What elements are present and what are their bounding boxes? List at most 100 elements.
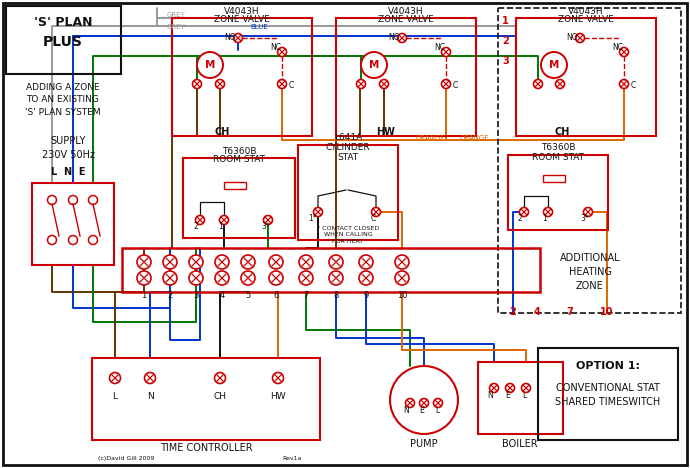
Text: C: C xyxy=(371,214,375,223)
Text: 'S' PLAN: 'S' PLAN xyxy=(34,15,92,29)
Text: NO: NO xyxy=(388,32,400,42)
Circle shape xyxy=(215,271,229,285)
Bar xyxy=(183,158,295,238)
Circle shape xyxy=(620,47,629,57)
Text: ZONE VALVE: ZONE VALVE xyxy=(214,15,270,23)
Circle shape xyxy=(110,373,121,383)
Text: NO: NO xyxy=(224,32,235,42)
Circle shape xyxy=(299,255,313,269)
Circle shape xyxy=(299,271,313,285)
Bar xyxy=(508,155,608,230)
Circle shape xyxy=(241,255,255,269)
Text: V4043H: V4043H xyxy=(568,7,604,15)
Text: 2: 2 xyxy=(510,307,516,317)
Circle shape xyxy=(359,271,373,285)
Text: L641A: L641A xyxy=(334,133,362,142)
Circle shape xyxy=(359,255,373,269)
Text: PUMP: PUMP xyxy=(410,439,438,449)
Circle shape xyxy=(215,80,224,88)
Circle shape xyxy=(88,196,97,205)
Circle shape xyxy=(233,34,242,43)
Text: 7: 7 xyxy=(304,291,308,300)
Text: Rev1a: Rev1a xyxy=(282,456,302,461)
Text: 2: 2 xyxy=(168,291,172,300)
Text: NO: NO xyxy=(566,32,578,42)
Text: 5: 5 xyxy=(246,291,250,300)
Text: ROOM STAT: ROOM STAT xyxy=(532,154,584,162)
Circle shape xyxy=(193,80,201,88)
Circle shape xyxy=(137,255,151,269)
Text: ROOM STAT: ROOM STAT xyxy=(213,155,265,164)
Circle shape xyxy=(555,80,564,88)
Text: 10: 10 xyxy=(600,307,613,317)
Circle shape xyxy=(189,255,203,269)
Text: 4: 4 xyxy=(533,307,540,317)
Circle shape xyxy=(269,255,283,269)
Circle shape xyxy=(277,80,286,88)
Circle shape xyxy=(329,271,343,285)
Text: E: E xyxy=(506,391,511,400)
Circle shape xyxy=(273,373,284,383)
Text: 3: 3 xyxy=(502,56,509,66)
Bar xyxy=(543,175,565,182)
Text: ZONE VALVE: ZONE VALVE xyxy=(558,15,614,23)
Text: CH: CH xyxy=(215,127,230,137)
Circle shape xyxy=(68,196,77,205)
Text: HW: HW xyxy=(270,392,286,401)
Circle shape xyxy=(397,34,406,43)
Text: M: M xyxy=(205,60,215,70)
Text: * CONTACT CLOSED
WHEN CALLING
FOR HEAT: * CONTACT CLOSED WHEN CALLING FOR HEAT xyxy=(317,227,379,244)
Circle shape xyxy=(520,207,529,217)
Circle shape xyxy=(269,271,283,285)
Text: 3*: 3* xyxy=(262,222,270,231)
Circle shape xyxy=(390,366,458,434)
Circle shape xyxy=(48,196,57,205)
Bar xyxy=(298,145,398,240)
Circle shape xyxy=(395,255,409,269)
Circle shape xyxy=(197,52,223,78)
Text: CONVENTIONAL STAT
SHARED TIMESWITCH: CONVENTIONAL STAT SHARED TIMESWITCH xyxy=(555,383,660,408)
Circle shape xyxy=(68,235,77,244)
Text: 7: 7 xyxy=(566,307,573,317)
Text: ORANGE: ORANGE xyxy=(460,135,490,141)
Circle shape xyxy=(264,215,273,225)
Circle shape xyxy=(442,47,451,57)
Text: 1: 1 xyxy=(141,291,146,300)
Circle shape xyxy=(144,373,155,383)
Text: NC: NC xyxy=(434,43,445,51)
Circle shape xyxy=(420,398,428,408)
Circle shape xyxy=(533,80,542,88)
Text: 1: 1 xyxy=(542,214,547,223)
Circle shape xyxy=(219,215,228,225)
Circle shape xyxy=(241,271,255,285)
Text: 2: 2 xyxy=(502,36,509,46)
Text: 1: 1 xyxy=(502,16,509,26)
Bar xyxy=(538,348,678,440)
Text: 1: 1 xyxy=(219,222,224,231)
Text: T6360B: T6360B xyxy=(541,144,575,153)
Circle shape xyxy=(88,235,97,244)
Bar xyxy=(224,182,246,189)
Bar xyxy=(172,18,312,136)
Text: ZONE VALVE: ZONE VALVE xyxy=(378,15,434,23)
Text: CH: CH xyxy=(213,392,226,401)
Text: C: C xyxy=(631,81,636,90)
Text: N: N xyxy=(403,406,409,415)
Text: TIME CONTROLLER: TIME CONTROLLER xyxy=(159,443,253,453)
Circle shape xyxy=(442,80,451,88)
Circle shape xyxy=(163,255,177,269)
Text: 4: 4 xyxy=(219,291,225,300)
Circle shape xyxy=(48,235,57,244)
Text: L: L xyxy=(435,406,439,415)
Text: STAT: STAT xyxy=(337,153,359,161)
Text: ADDITIONAL
HEATING
ZONE: ADDITIONAL HEATING ZONE xyxy=(560,253,620,291)
Text: CH: CH xyxy=(554,127,570,137)
Text: 3: 3 xyxy=(193,291,199,300)
Circle shape xyxy=(522,383,531,393)
Text: BOILER: BOILER xyxy=(502,439,538,449)
Text: 8: 8 xyxy=(333,291,339,300)
Text: GREY: GREY xyxy=(167,24,186,30)
Text: CYLINDER: CYLINDER xyxy=(326,144,371,153)
Text: V4043H: V4043H xyxy=(388,7,424,15)
Text: ADDING A ZONE
TO AN EXISTING
'S' PLAN SYSTEM: ADDING A ZONE TO AN EXISTING 'S' PLAN SY… xyxy=(26,83,101,117)
